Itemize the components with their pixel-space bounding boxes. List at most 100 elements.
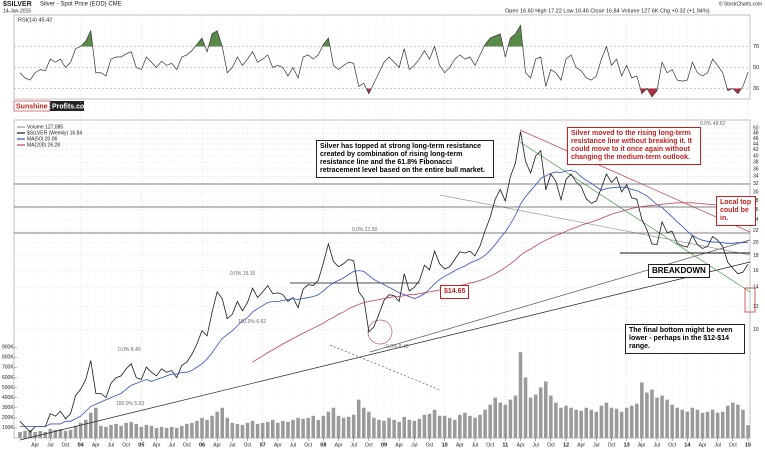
volume-bar bbox=[159, 426, 164, 438]
volume-bar bbox=[458, 414, 462, 438]
volume-bar bbox=[417, 418, 422, 438]
volume-bar bbox=[675, 407, 679, 438]
y-tick-label: 18 bbox=[753, 253, 759, 259]
target-box bbox=[744, 287, 756, 313]
volume-bar bbox=[746, 425, 750, 438]
volume-bar bbox=[483, 409, 487, 438]
volume-bar bbox=[544, 381, 548, 438]
volume-bar bbox=[397, 421, 401, 438]
volume-bar bbox=[559, 407, 563, 438]
x-tick-label: Oct bbox=[244, 442, 252, 448]
volume-bar bbox=[655, 397, 659, 438]
volume-bar bbox=[372, 417, 376, 438]
volume-bar bbox=[468, 415, 472, 438]
series-line bbox=[252, 202, 749, 363]
volume-bar bbox=[255, 423, 260, 438]
volume-bar bbox=[437, 415, 442, 438]
y-tick-label: 30 bbox=[753, 86, 759, 92]
volume-bar bbox=[291, 419, 295, 438]
volume-bar bbox=[48, 428, 53, 438]
x-tick-label: 09 bbox=[381, 442, 387, 448]
volume-bar bbox=[685, 411, 690, 438]
volume-bar bbox=[331, 407, 336, 438]
volume-bar bbox=[624, 407, 629, 438]
x-tick-label: Apr bbox=[335, 442, 343, 448]
volume-bar bbox=[38, 430, 42, 438]
x-tick-label: Jul bbox=[290, 442, 296, 448]
fib-label: 100.0% 5.53 bbox=[116, 401, 145, 407]
volume-bar bbox=[351, 414, 356, 438]
volume-bar bbox=[710, 409, 715, 438]
volume-bar bbox=[538, 387, 543, 438]
bottom-circle bbox=[367, 319, 393, 345]
x-tick-label: 15 bbox=[745, 442, 751, 448]
x-tick-label: Jul bbox=[593, 442, 599, 448]
x-tick-label: Jul bbox=[654, 442, 660, 448]
volume-bar bbox=[245, 422, 250, 438]
x-tick-label: Apr bbox=[31, 442, 39, 448]
x-tick-label: Oct bbox=[608, 442, 616, 448]
x-tick-label: Oct bbox=[668, 442, 676, 448]
volume-bar bbox=[579, 410, 583, 438]
volume-bar bbox=[296, 417, 300, 438]
y-tick-label: 48 bbox=[753, 130, 759, 136]
volume-bar bbox=[629, 405, 634, 438]
volume-bar bbox=[726, 405, 730, 438]
volume-bar bbox=[453, 419, 457, 438]
volume-bar bbox=[28, 429, 32, 438]
volume-bar bbox=[33, 431, 37, 438]
volume-bar bbox=[235, 423, 240, 438]
x-tick-label: Jul bbox=[168, 442, 174, 448]
volume-bar bbox=[301, 418, 305, 438]
volume-bar bbox=[705, 411, 710, 438]
x-tick-label: Apr bbox=[699, 442, 707, 448]
rsi-frame bbox=[13, 14, 751, 100]
fib-label: 0.0% 8.40 bbox=[386, 344, 409, 350]
x-tick-label: Oct bbox=[365, 442, 373, 448]
volume-bar bbox=[503, 404, 508, 438]
legend-label: MA(50) 20.06 bbox=[27, 136, 58, 142]
volume-bar bbox=[276, 422, 280, 438]
volume-bar bbox=[690, 407, 695, 438]
x-tick-label: Apr bbox=[274, 442, 282, 448]
volume-bar bbox=[134, 423, 139, 438]
volume-bar bbox=[53, 429, 58, 438]
volume-bar bbox=[549, 395, 553, 438]
volume-bar bbox=[326, 411, 331, 438]
volume-bar bbox=[478, 414, 482, 438]
fib-label: 0.0% 21.50 bbox=[352, 227, 378, 233]
volume-bar bbox=[367, 411, 371, 438]
volume-bar bbox=[402, 416, 406, 438]
symbol: $SILVER bbox=[3, 1, 32, 8]
x-tick-label: Apr bbox=[213, 442, 221, 448]
volume-bar bbox=[210, 415, 214, 438]
fib-label: 100.0% 6.62 bbox=[238, 319, 267, 325]
y-tick-label: 70 bbox=[753, 44, 759, 50]
volume-bar bbox=[58, 428, 63, 438]
x-tick-label: 07 bbox=[260, 442, 266, 448]
rsi-overbought-area bbox=[20, 25, 748, 47]
annotation: Silver moved to the rising long-term res… bbox=[567, 127, 701, 165]
volume-bar bbox=[169, 426, 174, 438]
volume-bar bbox=[286, 421, 290, 438]
y2-tick-label: 900K bbox=[2, 344, 14, 350]
volume-bar bbox=[306, 417, 310, 438]
x-tick-label: Oct bbox=[62, 442, 70, 448]
x-tick-label: 04 bbox=[78, 442, 85, 448]
x-tick-label: 11 bbox=[502, 442, 508, 448]
trend-line bbox=[369, 239, 751, 353]
volume-bar bbox=[523, 377, 528, 438]
volume-bar bbox=[715, 412, 720, 438]
y-tick-label: 10 bbox=[753, 327, 759, 333]
volume-bar bbox=[645, 392, 649, 438]
volume-bar bbox=[281, 420, 285, 438]
volume-bar bbox=[488, 404, 492, 438]
x-tick-label: Apr bbox=[577, 442, 585, 448]
y2-tick-label: 100K bbox=[2, 425, 14, 431]
credit: © StockCharts.com bbox=[719, 0, 762, 7]
y-tick-label: 46 bbox=[753, 136, 759, 142]
subtitle: Silver - Spot Price (EOD) CME bbox=[40, 2, 122, 8]
volume-bar bbox=[731, 402, 735, 438]
volume-bar bbox=[463, 412, 467, 438]
